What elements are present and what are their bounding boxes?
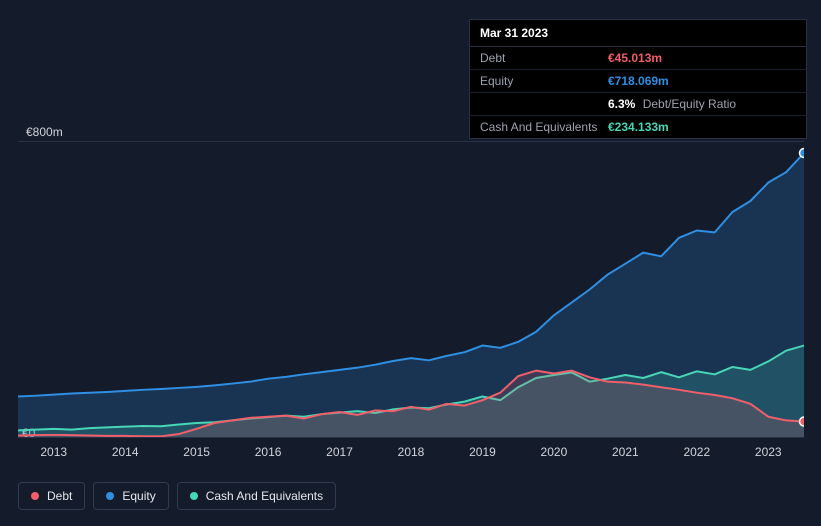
- legend-label: Cash And Equivalents: [206, 489, 323, 503]
- tooltip-row-label: Cash And Equivalents: [480, 120, 608, 134]
- series-end-dot: [800, 149, 805, 158]
- x-axis-tick: 2015: [183, 445, 210, 459]
- chart-svg: [18, 142, 804, 437]
- legend-item-equity[interactable]: Equity: [93, 482, 168, 510]
- y-axis-label-top: €800m: [26, 125, 63, 139]
- x-axis-tick: 2021: [612, 445, 639, 459]
- legend-label: Equity: [122, 489, 155, 503]
- tooltip-row-value: 6.3% Debt/Equity Ratio: [608, 97, 736, 111]
- x-axis-tick: 2014: [112, 445, 139, 459]
- chart-tooltip: Mar 31 2023 Debt€45.013mEquity€718.069m6…: [469, 19, 807, 139]
- tooltip-row-label: Equity: [480, 74, 608, 88]
- x-axis-tick: 2020: [541, 445, 568, 459]
- x-axis-tick: 2022: [683, 445, 710, 459]
- legend-dot: [106, 492, 114, 500]
- legend-item-debt[interactable]: Debt: [18, 482, 85, 510]
- tooltip-row-value: €234.133m: [608, 120, 669, 134]
- x-axis-tick: 2018: [398, 445, 425, 459]
- tooltip-row-sub: Debt/Equity Ratio: [639, 97, 736, 111]
- series-end-dot: [800, 417, 805, 426]
- chart-plot-area: [18, 141, 804, 438]
- chart-legend: Debt Equity Cash And Equivalents: [18, 482, 336, 510]
- legend-dot: [31, 492, 39, 500]
- x-axis-tick: 2017: [326, 445, 353, 459]
- tooltip-row: 6.3% Debt/Equity Ratio: [470, 93, 806, 116]
- tooltip-row-label: Debt: [480, 51, 608, 65]
- x-axis-tick: 2013: [40, 445, 67, 459]
- tooltip-row-value: €45.013m: [608, 51, 662, 65]
- x-axis: 2013 2014 2015 2016 2017 2018 2019 2020 2021 2022…: [18, 445, 804, 465]
- tooltip-row-label: [480, 97, 608, 111]
- tooltip-date: Mar 31 2023: [470, 20, 806, 47]
- legend-dot: [190, 492, 198, 500]
- tooltip-row: Debt€45.013m: [470, 47, 806, 70]
- tooltip-row-value: €718.069m: [608, 74, 669, 88]
- x-axis-tick: 2019: [469, 445, 496, 459]
- legend-label: Debt: [47, 489, 72, 503]
- legend-item-cash-and-equivalents[interactable]: Cash And Equivalents: [177, 482, 336, 510]
- x-axis-tick: 2016: [255, 445, 282, 459]
- tooltip-row: Equity€718.069m: [470, 70, 806, 93]
- tooltip-row: Cash And Equivalents€234.133m: [470, 116, 806, 138]
- x-axis-tick: 2023: [755, 445, 782, 459]
